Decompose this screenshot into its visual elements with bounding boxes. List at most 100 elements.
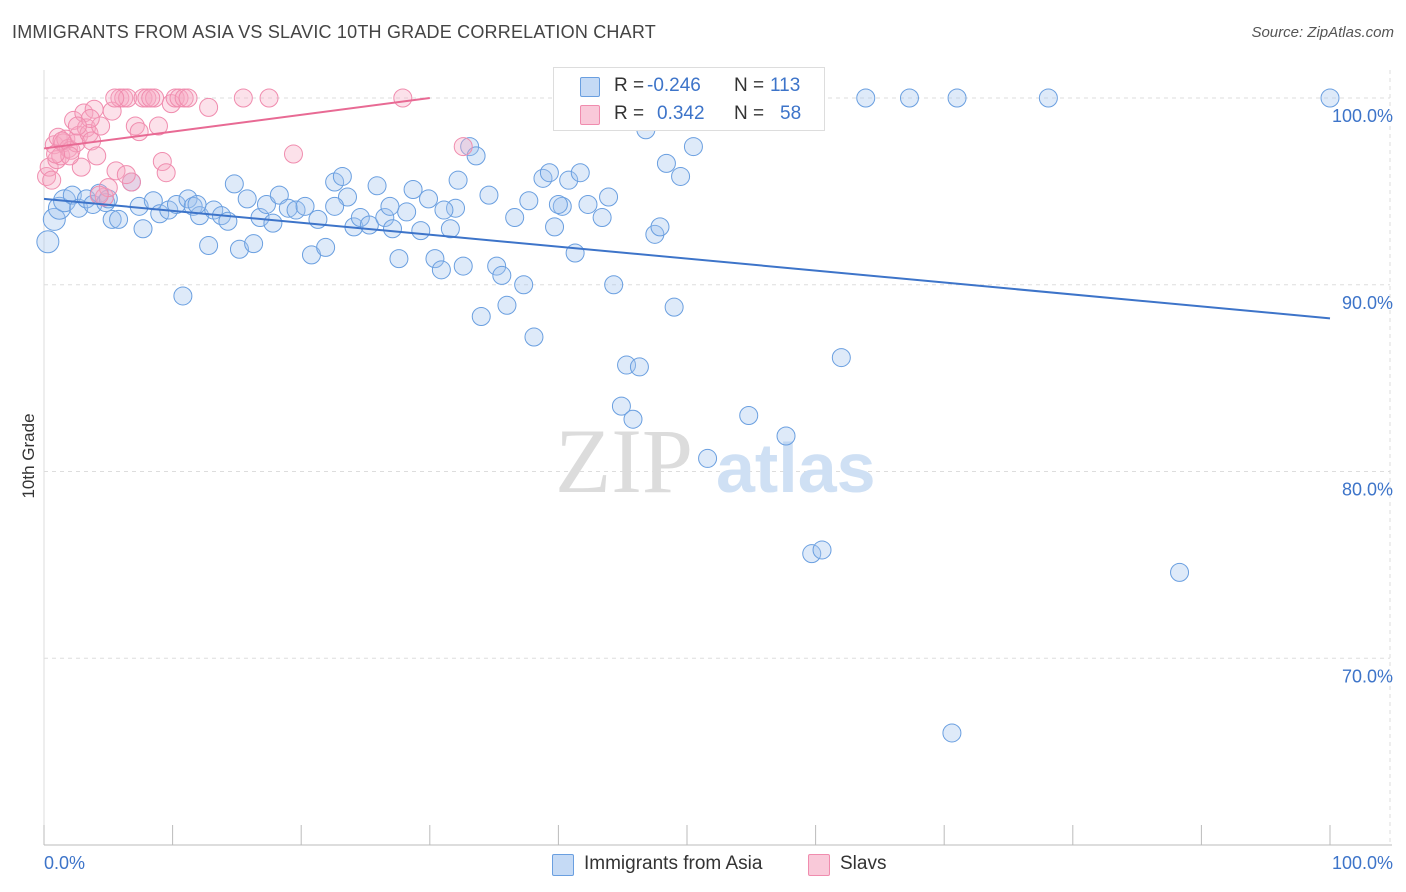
asia-point <box>332 166 352 186</box>
slavs-point <box>67 116 87 136</box>
asia-point <box>337 187 357 207</box>
asia-point <box>1320 88 1340 108</box>
asia-point <box>199 236 219 256</box>
slavs-point <box>105 88 125 108</box>
slavs-point <box>141 88 161 108</box>
asia-point <box>650 217 670 237</box>
slavs-point <box>91 116 111 136</box>
asia-point <box>671 166 691 186</box>
asia-point <box>102 209 122 229</box>
n-label: N = <box>734 103 765 124</box>
asia-point <box>539 163 559 183</box>
asia-point <box>623 409 643 429</box>
y-axis-title: 10th Grade <box>19 413 38 498</box>
slavs-point <box>156 163 176 183</box>
asia-point <box>460 137 480 157</box>
asia-point <box>664 297 684 317</box>
asia-swatch <box>580 77 600 97</box>
asia-point <box>375 208 395 228</box>
asia-point <box>425 249 445 269</box>
slavs-point <box>199 97 219 117</box>
slavs-swatch <box>580 105 600 125</box>
asia-point <box>187 194 207 214</box>
asia-point <box>739 405 759 425</box>
slavs-point <box>453 137 473 157</box>
y-tick-label: 70.0% <box>1342 666 1393 686</box>
x-ticks <box>43 825 1331 845</box>
asia-point <box>403 180 423 200</box>
asia-point <box>559 170 579 190</box>
asia-point <box>1038 88 1058 108</box>
asia-trend-line <box>43 197 1331 320</box>
asia-point <box>578 194 598 214</box>
stats-legend-row-slavs: R = 0.342 N = 58 <box>554 100 824 128</box>
asia-point <box>487 256 507 276</box>
slavs-point <box>125 116 145 136</box>
asia-point <box>497 295 517 315</box>
r-value: 0.342 <box>657 103 705 124</box>
asia-point <box>776 426 796 446</box>
r-label: R = <box>614 103 645 124</box>
asia-point <box>434 200 454 220</box>
asia-point <box>812 540 832 560</box>
y-tick-label: 80.0% <box>1342 480 1393 500</box>
asia-point <box>244 234 264 254</box>
r-value: -0.246 <box>647 75 701 96</box>
asia-point <box>325 172 345 192</box>
asia-point <box>325 196 345 216</box>
asia-point <box>599 187 619 207</box>
slavs-point <box>129 122 149 142</box>
asia-point <box>133 219 153 239</box>
slavs-point <box>152 152 172 172</box>
watermark-atlas: atlas <box>716 429 876 507</box>
asia-point <box>316 237 336 257</box>
asia-point <box>453 256 473 276</box>
slavs-point <box>89 185 109 205</box>
asia-point <box>256 194 276 214</box>
slavs-point <box>233 88 253 108</box>
asia-point <box>295 196 315 216</box>
chart-title: IMMIGRANTS FROM ASIA VS SLAVIC 10TH GRAD… <box>12 22 656 42</box>
asia-point <box>899 88 919 108</box>
slavs-point <box>47 150 67 170</box>
asia-point <box>683 137 703 157</box>
n-value: 113 <box>770 75 801 96</box>
asia-point <box>389 249 409 269</box>
slavs-point <box>393 88 413 108</box>
asia-point <box>519 191 539 211</box>
asia-point <box>698 448 718 468</box>
asia-point <box>604 275 624 295</box>
slavs-legend-label: Slavs <box>840 853 887 874</box>
asia-point <box>831 348 851 368</box>
stats-legend: R = -0.246 N = 113 R = 0.342 N = 58 <box>553 67 825 131</box>
asia-point <box>269 185 289 205</box>
slavs-point <box>87 146 107 166</box>
asia-point <box>942 723 962 743</box>
asia-point <box>611 396 631 416</box>
x-tick-label-min: 0.0% <box>44 853 85 873</box>
asia-point <box>570 163 590 183</box>
asia-legend-label: Immigrants from Asia <box>584 853 763 874</box>
asia-point <box>96 193 116 213</box>
asia-point <box>237 189 257 209</box>
slavs-point <box>178 88 198 108</box>
asia-point <box>492 265 512 285</box>
asia-point <box>947 88 967 108</box>
asia-point <box>471 307 491 327</box>
slavs-legend-swatch <box>808 854 830 876</box>
asia-point <box>173 286 193 306</box>
asia-point <box>446 198 466 218</box>
watermark-zip: ZIP <box>555 410 693 512</box>
n-label: N = <box>734 75 765 96</box>
asia-point <box>548 194 568 214</box>
asia-point <box>42 207 66 231</box>
asia-point <box>514 275 534 295</box>
slavs-point <box>259 88 279 108</box>
slavs-point <box>42 170 62 190</box>
asia-point <box>190 206 210 226</box>
asia-point <box>263 213 283 233</box>
stats-legend-row-asia: R = -0.246 N = 113 <box>554 72 824 100</box>
n-value: 58 <box>780 103 802 124</box>
asia-point <box>545 217 565 237</box>
